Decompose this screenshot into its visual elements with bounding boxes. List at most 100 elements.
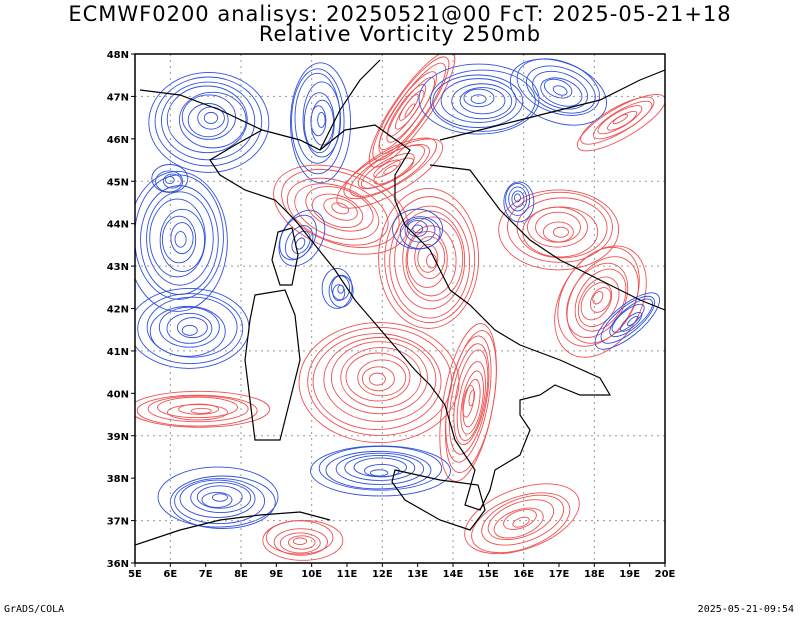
positive-vorticity-contour [589, 287, 612, 313]
lat-tick-label: 47N [107, 92, 129, 103]
negative-vorticity-contour [151, 164, 189, 193]
negative-vorticity-contour [137, 293, 244, 365]
footer-credit: GrADS/COLA [4, 604, 65, 615]
negative-vorticity-contour [328, 274, 354, 308]
negative-vorticity-contour [432, 74, 524, 128]
positive-vorticity-contour [343, 137, 437, 200]
negative-vorticity-contour [459, 87, 506, 115]
negative-vorticity-contour [302, 81, 342, 158]
lon-tick-label: 6E [163, 569, 177, 580]
lon-tick-label: 11E [337, 569, 358, 580]
positive-vorticity-contour [535, 211, 581, 243]
lon-tick-label: 20E [655, 569, 676, 580]
positive-vorticity-contour [387, 84, 427, 137]
positive-vorticity-contour [597, 105, 643, 135]
negative-vorticity-contour [174, 478, 266, 524]
negative-vorticity-contour [611, 303, 645, 333]
lon-tick-label: 8E [234, 569, 248, 580]
negative-vorticity-contour [166, 312, 213, 344]
positive-vorticity-contour [580, 96, 655, 145]
negative-vorticity-contour [321, 268, 353, 309]
negative-vorticity-contour [600, 295, 656, 344]
negative-vorticity-contour [149, 305, 226, 357]
positive-vorticity-contour [135, 390, 271, 428]
negative-vorticity-contour [418, 63, 540, 135]
negative-vorticity-contour [332, 284, 346, 302]
contour-field [135, 54, 665, 561]
negative-vorticity-contour [369, 469, 389, 477]
negative-vorticity-contour [135, 171, 228, 312]
negative-vorticity-contour [470, 94, 487, 104]
positive-vorticity-contour [312, 333, 442, 430]
negative-vorticity-contour [158, 306, 220, 348]
positive-vorticity-contour [368, 54, 456, 168]
lon-tick-label: 14E [443, 569, 464, 580]
negative-vorticity-contour [609, 298, 654, 338]
negative-vorticity-contour [325, 450, 432, 490]
negative-vorticity-contour [140, 185, 219, 295]
positive-vorticity-contour [190, 407, 212, 414]
positive-vorticity-contour [307, 326, 453, 436]
lat-lon-grid [135, 54, 665, 563]
negative-vorticity-contour [159, 208, 206, 272]
lon-tick-label: 9E [269, 569, 283, 580]
positive-vorticity-contour [372, 56, 450, 161]
negative-vorticity-contour [503, 181, 535, 223]
coastlines-borders [135, 59, 665, 546]
negative-vorticity-contour [317, 112, 326, 128]
positive-vorticity-contour [311, 193, 364, 228]
positive-vorticity-contour [453, 349, 489, 446]
positive-vorticity-contour [574, 268, 627, 332]
negative-vorticity-contour [162, 173, 182, 189]
negative-vorticity-contour [303, 92, 335, 154]
positive-vorticity-contour [553, 226, 569, 238]
negative-vorticity-contour [505, 183, 531, 216]
positive-vorticity-contour [389, 205, 471, 319]
positive-vorticity-contour [178, 403, 220, 415]
negative-vorticity-contour [318, 445, 443, 491]
negative-vorticity-contour [154, 76, 263, 167]
positive-vorticity-contour [406, 231, 448, 288]
positive-vorticity-contour [281, 169, 400, 248]
negative-vorticity-contour [552, 85, 568, 96]
positive-vorticity-contour [607, 110, 638, 131]
negative-vorticity-contour [178, 91, 247, 149]
positive-vorticity-contour [147, 395, 249, 423]
positive-vorticity-contour [448, 343, 490, 455]
positive-vorticity-contour [279, 532, 321, 554]
negative-vorticity-contour [404, 217, 436, 243]
negative-vorticity-contour [294, 72, 341, 164]
negative-vorticity-contour [161, 215, 197, 264]
lon-tick-label: 19E [619, 569, 640, 580]
negative-vorticity-contour [146, 191, 214, 286]
negative-vorticity-contour [179, 479, 256, 519]
lat-tick-label: 42N [107, 305, 129, 316]
longitude-tick-labels: 5E 6E 7E 8E 9E 10E 11E 12E 13E 14E 15E 16E 17E 18E 19E… [128, 563, 676, 580]
negative-vorticity-contour [463, 88, 495, 108]
positive-vorticity-contour [273, 528, 328, 556]
positive-vorticity-contour [481, 494, 565, 546]
positive-vorticity-contour [592, 291, 604, 305]
map-subtitle: Relative Vorticity 250mb [258, 22, 542, 46]
lat-tick-label: 43N [107, 262, 129, 273]
lon-tick-label: 5E [128, 569, 142, 580]
positive-vorticity-contour [157, 396, 238, 419]
positive-vorticity-contour [286, 177, 389, 246]
positive-vorticity-contour [405, 225, 457, 297]
positive-vorticity-contour [331, 202, 350, 215]
positive-vorticity-contour [445, 335, 492, 463]
negative-vorticity-contour [331, 275, 351, 301]
positive-vorticity-contour [439, 323, 497, 482]
positive-vorticity-contour [330, 341, 428, 415]
negative-vorticity-contour [166, 85, 248, 154]
positive-vorticity-contour [577, 276, 620, 327]
positive-vorticity-contour [287, 535, 316, 550]
positive-vorticity-contour [368, 372, 386, 386]
positive-vorticity-contour [384, 196, 476, 324]
negative-vorticity-contour [310, 99, 335, 146]
lon-tick-label: 18E [584, 569, 605, 580]
negative-vorticity-contour [514, 193, 521, 203]
lon-tick-label: 16E [513, 569, 534, 580]
footer-timestamp: 2025-05-21-09:54 [697, 604, 794, 615]
